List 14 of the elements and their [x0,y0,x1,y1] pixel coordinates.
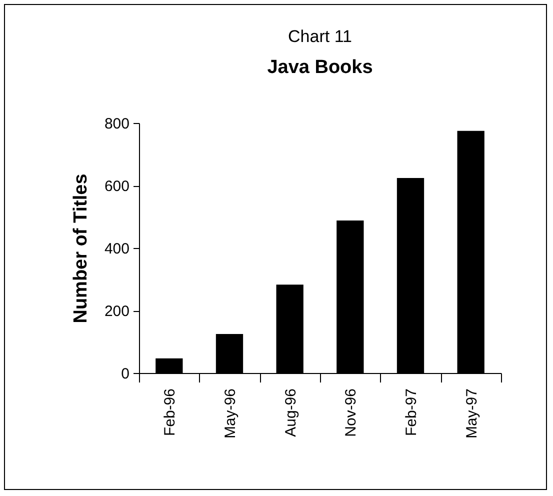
x-tick-label: Aug-96 [282,388,300,437]
chart-subtitle: Java Books [267,57,373,78]
x-tick-label: Feb-96 [162,388,179,436]
y-tick-label: 0 [121,366,130,382]
x-tick-label: Feb-97 [403,388,420,436]
x-tick-label: May-96 [222,388,239,439]
x-tick-label: May-97 [463,388,480,439]
y-tick-label: 400 [104,240,130,258]
y-tick-label: 600 [104,178,130,195]
chart-title: Chart 11 [288,27,352,46]
x-tick-label: Nov-96 [342,388,360,437]
y-axis-title: Number of Titles [70,174,92,324]
y-tick-label: 800 [104,116,130,132]
y-tick-label: 200 [104,303,130,320]
